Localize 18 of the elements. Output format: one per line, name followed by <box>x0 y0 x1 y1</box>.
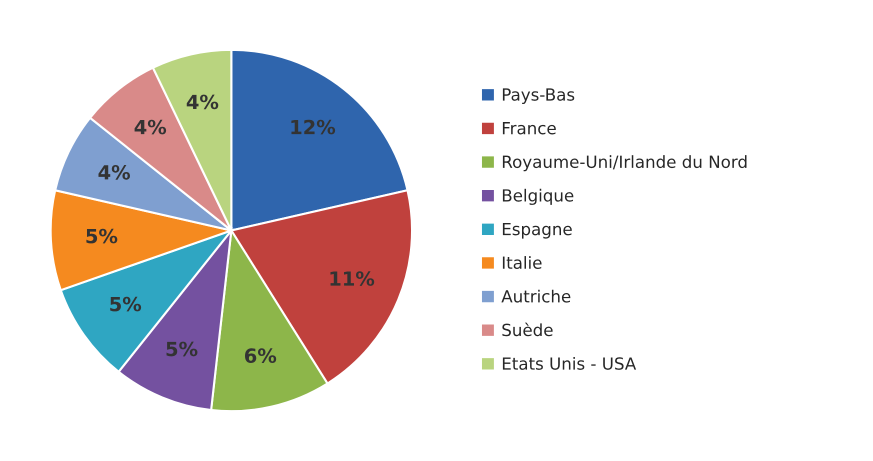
legend-label: Autriche <box>501 290 570 303</box>
data-label: 4% <box>134 120 166 134</box>
legend-label: Suède <box>502 322 553 336</box>
data-label: 11% <box>330 271 374 286</box>
legend-label: Etats Unis - USA <box>502 356 636 370</box>
legend-label: Royaume-Uni/Irlande du Nord <box>502 155 746 172</box>
data-label: 4% <box>186 94 218 110</box>
data-label: 4% <box>98 164 130 180</box>
data-label: 5% <box>166 342 198 356</box>
data-label: 5% <box>86 228 118 244</box>
legend-label: Pays-Bas <box>502 88 574 104</box>
legend-label: France <box>502 122 556 134</box>
legend-label: Espagne <box>502 222 572 239</box>
data-label: 5% <box>110 296 142 312</box>
data-label: 6% <box>244 348 276 363</box>
legend-label: Italie <box>502 256 542 269</box>
data-label: 12% <box>291 120 336 134</box>
legend-label: Belgique <box>502 188 574 205</box>
